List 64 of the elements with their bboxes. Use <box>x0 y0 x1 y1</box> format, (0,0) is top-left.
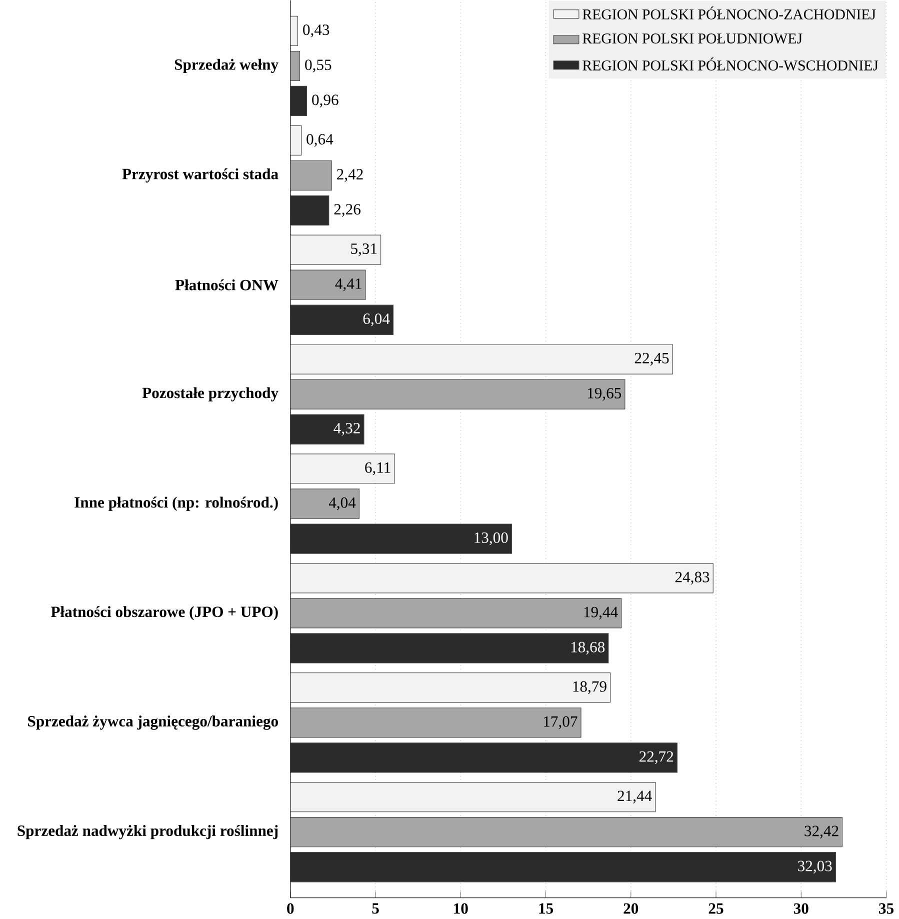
bar <box>290 524 512 554</box>
bar <box>290 414 364 444</box>
y-tick-label: Inne płatności (np: rolnośrod.) <box>74 496 278 511</box>
data-label: 0,55 <box>304 60 332 72</box>
data-label: 6,04 <box>363 313 390 326</box>
data-label: 13,00 <box>474 532 508 546</box>
bar <box>290 195 330 226</box>
x-tick-label: 30 <box>794 903 808 914</box>
data-label: 18,68 <box>571 642 604 655</box>
x-tick-label: 0 <box>286 903 294 914</box>
data-label: 4,41 <box>335 278 362 292</box>
bar <box>290 488 360 519</box>
bar <box>290 742 678 773</box>
x-tick-label: 15 <box>539 903 553 914</box>
data-label: 0,96 <box>312 94 338 108</box>
y-tick-label: Płatności ONW <box>175 279 278 290</box>
y-tick-label: Pozostałe przychody <box>142 387 278 402</box>
bar <box>290 270 366 300</box>
data-label: 17,07 <box>544 716 578 730</box>
data-label: 2,26 <box>334 204 360 217</box>
data-label: 4,32 <box>334 422 360 436</box>
y-tick-label: Sprzedaż żywca jagnięcego/baraniego <box>28 716 278 730</box>
data-label: 19,44 <box>584 606 618 620</box>
data-label: 0,43 <box>302 24 330 38</box>
data-label: 4,04 <box>328 497 356 510</box>
data-label: 21,44 <box>618 790 652 804</box>
y-tick-label: Przyrost wartości stada <box>122 168 278 182</box>
bar <box>290 125 302 156</box>
bar <box>290 51 300 81</box>
data-label: 22,72 <box>639 751 673 764</box>
y-tick-label: Sprzedaż nadwyżki produkcji roślinnej <box>18 825 278 840</box>
x-tick-label: 10 <box>454 903 468 914</box>
data-label: 18,79 <box>573 681 606 694</box>
bar <box>290 782 656 812</box>
legend-label: REGION POLSKI POŁUDNIOWEJ <box>582 34 802 44</box>
data-label: 22,45 <box>634 352 669 366</box>
bar <box>290 160 332 190</box>
legend-label: REGION POLSKI PÓŁNOCNO-ZACHODNIEJ <box>582 6 876 20</box>
data-label: 24,83 <box>675 572 710 585</box>
y-tick-label: Sprzedaż wełny <box>174 58 278 74</box>
data-label: 2,42 <box>336 169 363 182</box>
data-label: 32,42 <box>804 826 838 838</box>
data-label: 0,64 <box>306 134 333 147</box>
bar <box>290 344 673 374</box>
bar <box>290 234 381 265</box>
bar <box>290 454 395 484</box>
x-tick-label: 5 <box>372 903 379 914</box>
bar <box>290 672 610 703</box>
bar <box>290 852 836 882</box>
data-label: 6,11 <box>364 462 390 476</box>
bar <box>290 563 714 594</box>
bar <box>290 598 622 628</box>
data-label: 5,31 <box>351 243 376 256</box>
y-tick-label: Płatności obszarowe (JPO + UPO) <box>50 606 278 620</box>
x-tick-label: 25 <box>708 903 724 914</box>
x-tick-label: 20 <box>624 903 638 914</box>
bar <box>290 633 609 664</box>
data-label: 19,65 <box>588 388 621 401</box>
bar <box>290 304 394 335</box>
bar <box>290 86 307 116</box>
legend-label: REGION POLSKI PÓŁNOCNO-WSCHODNIEJ <box>582 58 878 71</box>
bar <box>290 16 298 46</box>
x-tick-label: 35 <box>878 903 894 914</box>
data-label: 32,03 <box>798 860 832 874</box>
